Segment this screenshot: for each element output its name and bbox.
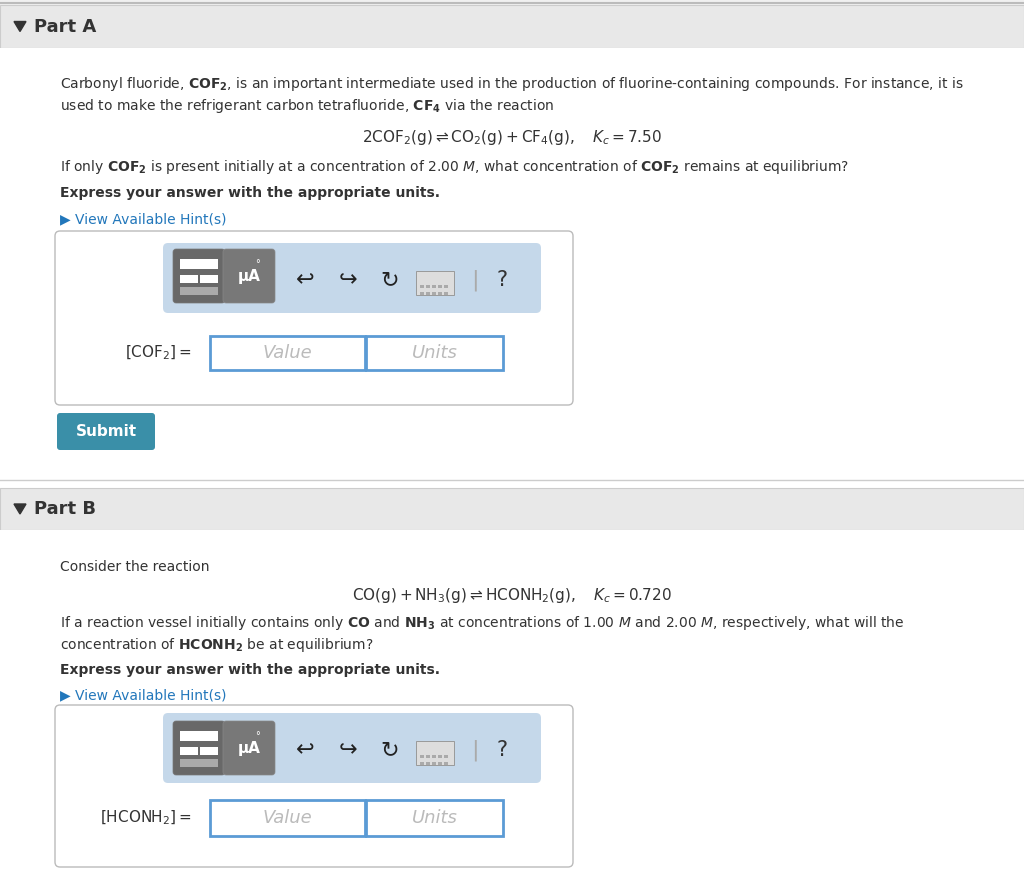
Text: ?: ? (497, 270, 508, 290)
FancyBboxPatch shape (210, 800, 365, 836)
FancyBboxPatch shape (173, 721, 225, 775)
FancyBboxPatch shape (444, 755, 449, 758)
FancyBboxPatch shape (180, 747, 198, 755)
Text: Part B: Part B (34, 500, 96, 518)
FancyBboxPatch shape (420, 755, 424, 758)
Text: μA: μA (238, 740, 260, 755)
Text: Value: Value (262, 344, 312, 362)
Text: Carbonyl fluoride, $\mathbf{COF_2}$, is an important intermediate used in the pr: Carbonyl fluoride, $\mathbf{COF_2}$, is … (60, 75, 964, 93)
FancyBboxPatch shape (0, 48, 1024, 488)
Text: ▶ View Available Hint(s): ▶ View Available Hint(s) (60, 212, 226, 226)
FancyBboxPatch shape (420, 285, 424, 288)
FancyBboxPatch shape (416, 741, 454, 765)
FancyBboxPatch shape (55, 231, 573, 405)
Text: ?: ? (497, 740, 508, 760)
FancyBboxPatch shape (426, 285, 430, 288)
Text: ↻: ↻ (381, 270, 399, 290)
FancyBboxPatch shape (438, 762, 442, 765)
FancyBboxPatch shape (438, 755, 442, 758)
FancyBboxPatch shape (163, 243, 541, 313)
Text: |: | (471, 740, 479, 760)
Text: If only $\mathbf{COF_2}$ is present initially at a concentration of 2.00 $M$, wh: If only $\mathbf{COF_2}$ is present init… (60, 158, 849, 176)
Text: Units: Units (412, 344, 458, 362)
FancyBboxPatch shape (416, 271, 454, 295)
FancyBboxPatch shape (163, 713, 541, 783)
Text: $[\mathrm{COF}_2] =$: $[\mathrm{COF}_2] =$ (125, 344, 193, 362)
Text: Submit: Submit (76, 424, 136, 439)
Text: ↩: ↩ (296, 270, 314, 290)
FancyBboxPatch shape (180, 275, 198, 283)
Text: Value: Value (262, 809, 312, 827)
Text: Units: Units (412, 809, 458, 827)
FancyBboxPatch shape (432, 292, 436, 295)
Text: ↪: ↪ (339, 270, 357, 290)
FancyBboxPatch shape (366, 336, 503, 370)
FancyBboxPatch shape (180, 259, 218, 269)
FancyBboxPatch shape (173, 249, 225, 303)
Text: concentration of $\mathbf{HCONH_2}$ be at equilibrium?: concentration of $\mathbf{HCONH_2}$ be a… (60, 636, 374, 654)
Text: ↪: ↪ (339, 740, 357, 760)
FancyBboxPatch shape (210, 336, 365, 370)
FancyBboxPatch shape (438, 292, 442, 295)
FancyBboxPatch shape (444, 285, 449, 288)
FancyBboxPatch shape (438, 285, 442, 288)
Text: $[\mathrm{HCONH}_2] =$: $[\mathrm{HCONH}_2] =$ (100, 809, 193, 827)
FancyBboxPatch shape (426, 292, 430, 295)
FancyBboxPatch shape (426, 762, 430, 765)
FancyBboxPatch shape (426, 755, 430, 758)
Text: ↩: ↩ (296, 740, 314, 760)
FancyBboxPatch shape (420, 762, 424, 765)
FancyBboxPatch shape (200, 275, 218, 283)
FancyBboxPatch shape (444, 762, 449, 765)
FancyBboxPatch shape (200, 747, 218, 755)
FancyBboxPatch shape (366, 800, 503, 836)
Text: ↻: ↻ (381, 740, 399, 760)
FancyBboxPatch shape (180, 759, 218, 767)
Text: $\mathrm{CO}(\mathrm{g}) + \mathrm{NH}_3(\mathrm{g}) \rightleftharpoons \mathrm{: $\mathrm{CO}(\mathrm{g}) + \mathrm{NH}_3… (352, 586, 672, 605)
Text: |: | (471, 269, 479, 291)
FancyBboxPatch shape (432, 755, 436, 758)
Text: If a reaction vessel initially contains only $\mathbf{CO}$ and $\mathbf{NH_3}$ a: If a reaction vessel initially contains … (60, 614, 904, 632)
FancyBboxPatch shape (57, 413, 155, 450)
FancyBboxPatch shape (0, 488, 1024, 530)
Text: Consider the reaction: Consider the reaction (60, 560, 210, 574)
Text: °: ° (255, 259, 259, 269)
Polygon shape (14, 22, 26, 31)
FancyBboxPatch shape (0, 5, 1024, 48)
FancyBboxPatch shape (444, 292, 449, 295)
Text: Express your answer with the appropriate units.: Express your answer with the appropriate… (60, 186, 440, 200)
Polygon shape (14, 504, 26, 514)
FancyBboxPatch shape (432, 762, 436, 765)
FancyBboxPatch shape (223, 721, 275, 775)
FancyBboxPatch shape (180, 731, 218, 741)
Text: used to make the refrigerant carbon tetrafluoride, $\mathbf{CF_4}$ via the react: used to make the refrigerant carbon tetr… (60, 97, 554, 115)
FancyBboxPatch shape (0, 530, 1024, 869)
FancyBboxPatch shape (180, 287, 218, 295)
Text: Express your answer with the appropriate units.: Express your answer with the appropriate… (60, 663, 440, 677)
Text: Part A: Part A (34, 17, 96, 36)
Text: $2\mathrm{COF}_2(\mathrm{g}) \rightleftharpoons \mathrm{CO}_2(\mathrm{g}) + \mat: $2\mathrm{COF}_2(\mathrm{g}) \rightlefth… (361, 128, 663, 147)
FancyBboxPatch shape (55, 705, 573, 867)
FancyBboxPatch shape (223, 249, 275, 303)
FancyBboxPatch shape (420, 292, 424, 295)
Text: μA: μA (238, 269, 260, 283)
FancyBboxPatch shape (432, 285, 436, 288)
Text: ▶ View Available Hint(s): ▶ View Available Hint(s) (60, 688, 226, 702)
Text: °: ° (255, 731, 259, 741)
